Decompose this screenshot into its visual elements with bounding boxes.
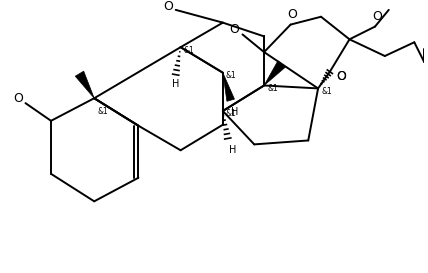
Text: &1: &1 — [226, 109, 237, 118]
Text: H: H — [231, 107, 238, 117]
Text: &1: &1 — [267, 84, 278, 93]
Text: &1: &1 — [97, 108, 108, 117]
Text: O: O — [337, 70, 347, 83]
Text: O: O — [14, 92, 24, 105]
Text: O: O — [163, 1, 173, 13]
Polygon shape — [223, 73, 235, 101]
Text: H: H — [172, 79, 179, 90]
Text: O: O — [288, 8, 297, 21]
Text: O: O — [230, 23, 240, 36]
Text: O: O — [337, 70, 347, 83]
Text: &1: &1 — [226, 71, 237, 80]
Text: H: H — [229, 145, 236, 155]
Polygon shape — [264, 61, 285, 85]
Text: &1: &1 — [184, 46, 194, 55]
Text: &1: &1 — [321, 87, 332, 96]
Text: O: O — [372, 10, 382, 23]
Polygon shape — [75, 71, 94, 98]
